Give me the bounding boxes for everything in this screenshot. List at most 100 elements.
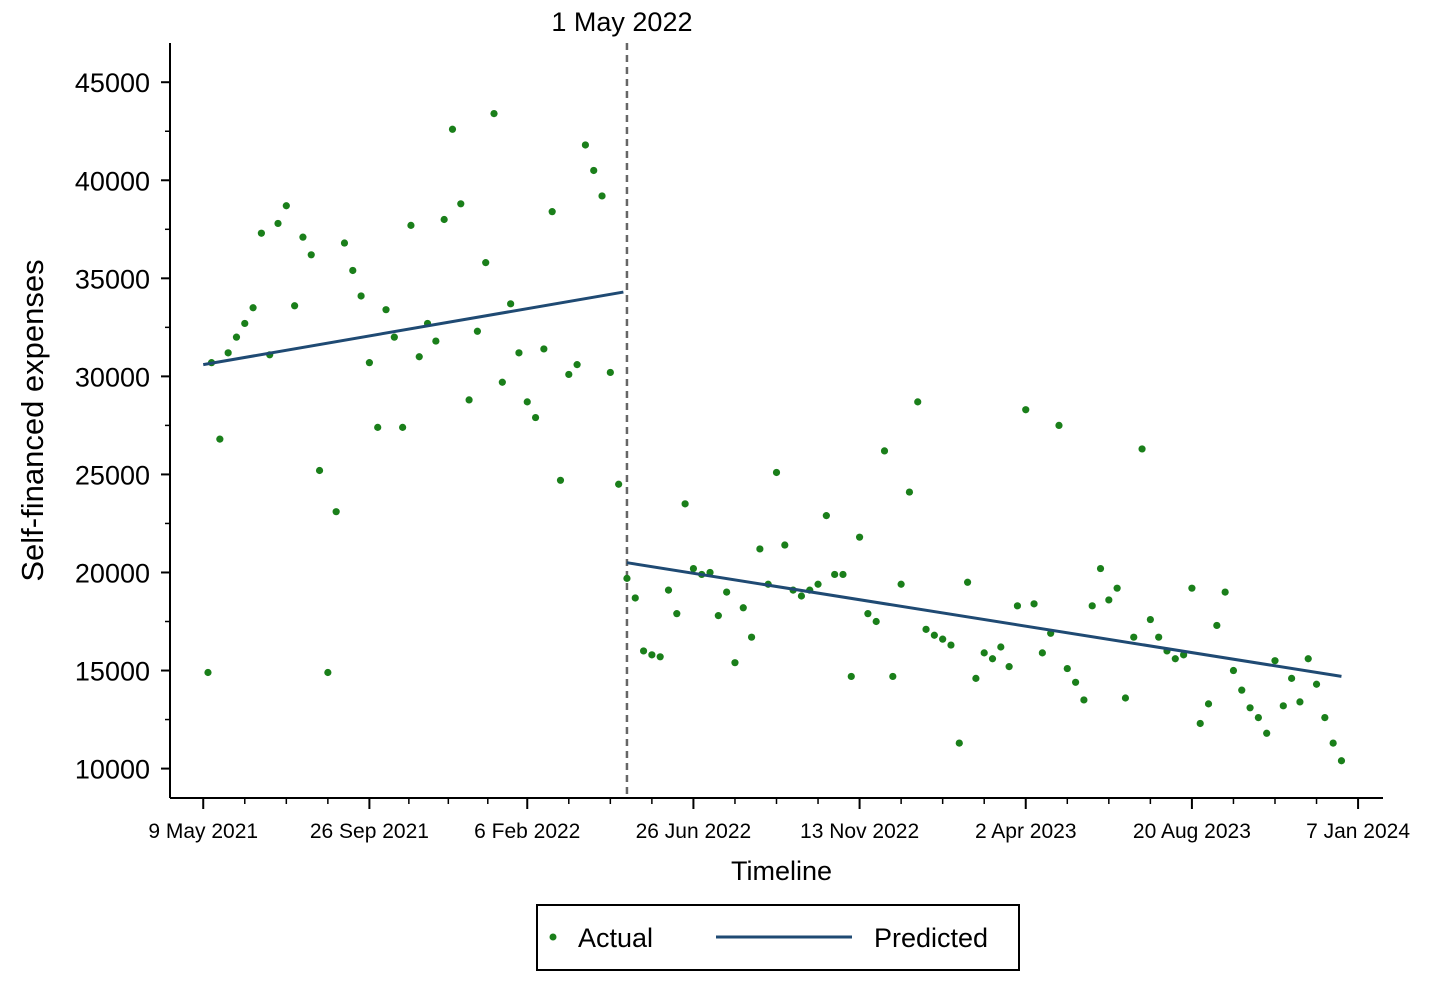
actual-point [374,423,382,431]
y-tick-label: 45000 [75,68,150,98]
actual-point [241,319,249,328]
actual-point [515,349,523,357]
actual-point [1121,694,1130,702]
actual-point [1204,700,1213,708]
actual-point [548,208,556,216]
actual-point [747,633,756,641]
actual-point [1096,564,1105,573]
actual-point [731,659,739,667]
actual-point [681,500,689,508]
actual-point [847,672,855,681]
actual-point [357,292,365,300]
actual-point [299,233,307,241]
actual-point [324,668,332,677]
actual-point [315,466,324,475]
x-tick-label: 2 Apr 2023 [975,820,1077,843]
actual-point [540,345,548,353]
actual-point [399,423,407,431]
actual-point [1263,729,1271,737]
actual-point [1088,602,1096,610]
actual-point [482,259,490,267]
legend-predicted-label: Predicted [874,923,988,953]
actual-point [1038,649,1046,657]
actual-point [664,586,673,594]
actual-point [855,533,864,541]
actual-point [972,674,980,682]
actual-point [930,631,938,639]
actual-point [1155,633,1163,641]
actual-point [797,592,806,600]
axes-group [169,43,1383,799]
actual-point [349,266,357,275]
actual-point [1337,757,1346,765]
actual-point [897,580,905,588]
actual-point [598,192,606,200]
actual-point [1288,674,1296,682]
actual-point [382,306,390,314]
actual-point [739,604,747,612]
actual-point [1055,421,1063,430]
actual-point [1196,719,1204,728]
actual-point [257,229,265,237]
actual-point [440,215,448,224]
actual-point [781,541,789,549]
actual-point [997,643,1005,651]
y-tick-label: 20000 [75,558,150,588]
actual-point [407,221,415,229]
actual-point [1312,680,1321,688]
actual-point [656,653,664,661]
x-tick-label: 20 Aug 2023 [1133,820,1251,843]
actual-point [216,435,224,443]
actual-point [365,359,373,367]
actual-point [473,327,482,335]
actual-point [756,545,764,553]
actual-point [415,353,423,361]
actual-point [1329,739,1337,747]
y-ticks: 10000 15000 20000 25000 30000 35000 40000 45000 [75,68,170,785]
x-tick-label: 7 Jan 2024 [1306,820,1410,843]
legend-actual-label: Actual [578,923,653,953]
actual-point [282,202,290,210]
y-tick-label: 10000 [75,755,150,785]
actual-point [307,251,315,259]
actual-point [839,570,847,579]
actual-point [1030,600,1038,608]
actual-point [1138,445,1146,453]
actual-point [631,594,639,602]
actual-point [939,635,947,643]
y-tick-label: 30000 [75,362,150,392]
predicted-line-segment [202,290,624,367]
actual-point [772,468,781,477]
actual-point [274,219,282,228]
actual-point [922,625,930,633]
actual-point [1238,686,1246,694]
actual-point [1071,678,1080,686]
actual-point [531,413,540,422]
y-axis-label: Self-financed expenses [15,259,50,581]
x-axis-label: Timeline [731,856,832,886]
actual-point [1113,584,1121,592]
y-tick-label: 25000 [75,460,150,490]
actual-point [590,166,598,175]
actual-point [955,739,963,747]
actual-point [606,368,614,377]
y-tick-label: 35000 [75,264,150,294]
predicted-line-segment [626,561,1342,678]
actual-point [831,570,839,579]
actual-point [1022,406,1030,414]
actual-point [880,447,889,455]
actual-point [1321,713,1329,722]
actual-point [1296,698,1304,706]
actual-point [1279,702,1287,710]
actual-point [988,655,997,663]
actual-points [204,109,1346,765]
actual-point [689,564,698,573]
actual-point [1304,655,1312,663]
actual-point [556,476,565,484]
actual-point [714,612,722,620]
actual-point [814,580,822,588]
actual-point [457,200,465,208]
actual-point [1213,621,1221,630]
actual-point [1246,704,1254,712]
